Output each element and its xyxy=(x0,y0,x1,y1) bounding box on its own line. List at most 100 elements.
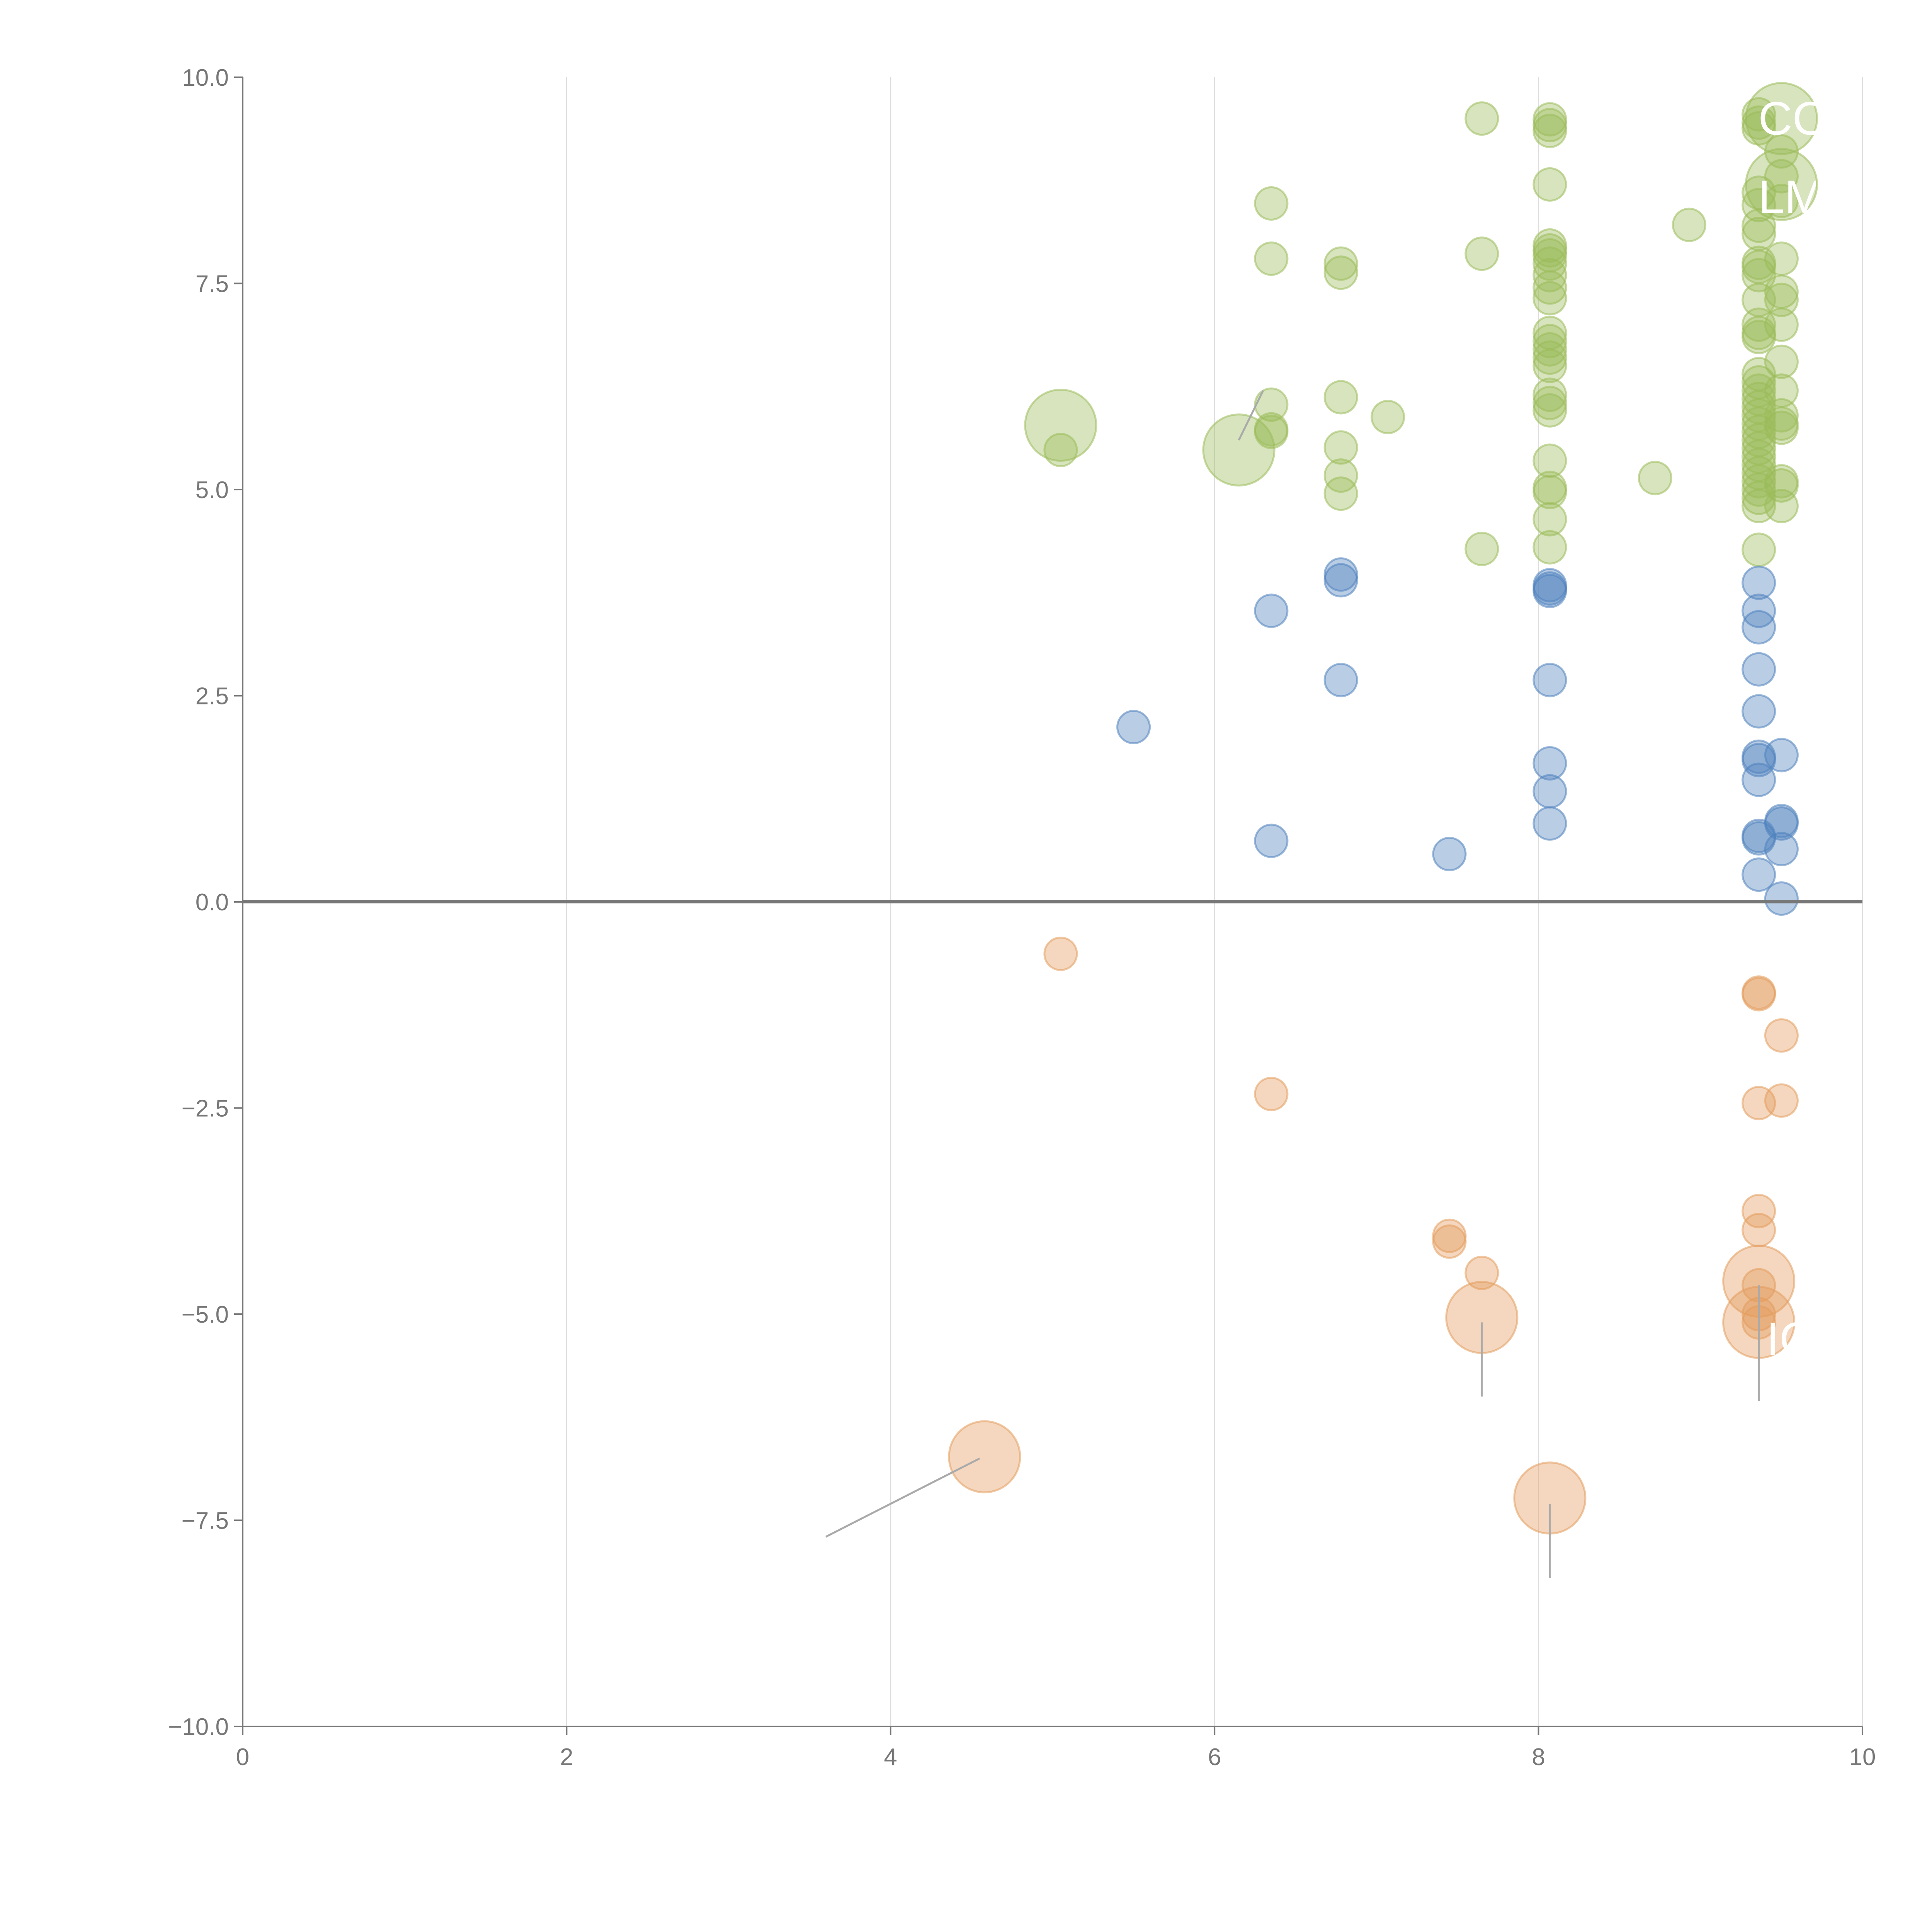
data-point-high xyxy=(1742,532,1776,567)
data-point-high xyxy=(1323,430,1358,465)
data-point-negative xyxy=(1254,1077,1289,1111)
data-point-high xyxy=(1532,340,1567,375)
data-point-high xyxy=(1254,241,1289,276)
x-tick-label: 8 xyxy=(1532,1744,1545,1770)
point-labels: CC LM IO xyxy=(1758,92,1826,1365)
data-point-high xyxy=(1254,415,1289,449)
data-point-high xyxy=(1532,349,1567,383)
data-point-high xyxy=(1764,398,1799,433)
data-point-high xyxy=(1532,281,1567,316)
data-point-high xyxy=(1202,413,1276,487)
data-point-high xyxy=(1254,387,1289,422)
data-point-high xyxy=(1742,188,1776,223)
data-point-high xyxy=(1532,393,1567,428)
y-tick-label: 2.5 xyxy=(196,683,229,710)
data-point-low xyxy=(1254,823,1289,858)
data-point-high xyxy=(1323,380,1358,415)
data-point-low xyxy=(1742,857,1776,892)
data-point-high xyxy=(1764,489,1799,524)
point-label: CC xyxy=(1758,92,1826,145)
leader-lines xyxy=(825,390,1760,1578)
data-point-high xyxy=(1464,236,1499,271)
y-tick-label: 0.0 xyxy=(196,889,229,916)
y-tick-label: −7.5 xyxy=(182,1508,229,1534)
data-point-negative xyxy=(1764,1018,1799,1053)
data-point-high xyxy=(1532,246,1567,281)
data-point-high xyxy=(1764,344,1799,379)
data-point-high xyxy=(1764,134,1799,169)
data-point-high xyxy=(1764,468,1799,503)
data-point-low xyxy=(1116,710,1151,745)
data-point-high xyxy=(1742,320,1776,354)
leader-line xyxy=(825,1458,980,1538)
data-point-low xyxy=(1764,738,1799,772)
data-point-high xyxy=(1323,476,1358,511)
data-point-high xyxy=(1532,270,1567,305)
axes xyxy=(242,77,1862,1727)
y-tick-label: 5.0 xyxy=(196,477,229,503)
data-point-high xyxy=(1532,474,1567,509)
data-point-low xyxy=(1742,565,1776,600)
data-points xyxy=(948,82,1818,1535)
data-point-high xyxy=(1024,389,1097,462)
data-point-high xyxy=(1532,167,1567,202)
data-point-low xyxy=(1764,881,1799,916)
data-point-negative xyxy=(1742,1194,1776,1228)
x-tick-label: 10 xyxy=(1849,1744,1876,1770)
data-point-high xyxy=(1043,433,1078,468)
y-tick-label: 10.0 xyxy=(182,65,229,91)
data-point-negative xyxy=(1742,977,1776,1012)
data-point-high xyxy=(1254,186,1289,221)
data-point-high xyxy=(1672,207,1706,242)
data-point-high xyxy=(1532,443,1567,478)
y-tick-label: 7.5 xyxy=(196,271,229,298)
data-point-high xyxy=(1764,410,1799,445)
data-point-low xyxy=(1532,774,1567,809)
point-label: IO xyxy=(1766,1313,1816,1365)
data-point-high xyxy=(1764,241,1799,276)
data-point-high xyxy=(1532,386,1567,420)
data-point-negative xyxy=(948,1420,1021,1493)
data-point-low xyxy=(1742,743,1776,777)
data-point-low xyxy=(1742,762,1776,797)
x-tick-label: 6 xyxy=(1208,1744,1221,1770)
data-point-negative xyxy=(1432,1224,1467,1259)
data-point-negative xyxy=(1742,1213,1776,1247)
leader-line xyxy=(1238,390,1264,441)
data-point-low xyxy=(1254,594,1289,628)
data-point-low xyxy=(1532,573,1567,608)
data-point-negative xyxy=(1464,1255,1499,1290)
data-point-high xyxy=(1532,114,1567,148)
data-point-high xyxy=(1764,184,1799,218)
data-point-low xyxy=(1532,746,1567,781)
data-point-low xyxy=(1742,610,1776,645)
data-point-high xyxy=(1532,530,1567,565)
data-point-high xyxy=(1323,458,1358,493)
data-point-high xyxy=(1323,255,1358,290)
data-point-high xyxy=(1742,97,1776,132)
y-tick-label: −2.5 xyxy=(182,1095,229,1122)
axis-ticks: 10.0 7.5 5.0 2.5 0.0 −2.5 −5.0 −7.5 −10.0 0 2 4 6 8 10 xyxy=(168,65,1876,1770)
data-point-high xyxy=(1764,282,1799,317)
data-point-high xyxy=(1745,82,1818,155)
data-point-high xyxy=(1464,101,1499,136)
data-point-high xyxy=(1323,246,1358,281)
x-tick-label: 4 xyxy=(884,1744,897,1770)
data-point-negative xyxy=(1043,936,1078,971)
y-tick-label: −5.0 xyxy=(182,1301,229,1328)
data-point-low xyxy=(1532,806,1567,841)
data-point-high xyxy=(1464,532,1499,566)
data-point-low xyxy=(1764,832,1799,866)
data-point-low xyxy=(1323,563,1358,598)
point-label: LM xyxy=(1758,170,1823,223)
data-point-high xyxy=(1764,307,1799,342)
data-point-high xyxy=(1638,461,1672,495)
data-point-high xyxy=(1764,159,1799,194)
data-point-low xyxy=(1764,806,1799,841)
data-point-low xyxy=(1432,837,1467,871)
data-point-high xyxy=(1532,502,1567,537)
data-point-low xyxy=(1323,663,1358,697)
data-point-low xyxy=(1532,663,1567,697)
data-point-low xyxy=(1742,694,1776,729)
